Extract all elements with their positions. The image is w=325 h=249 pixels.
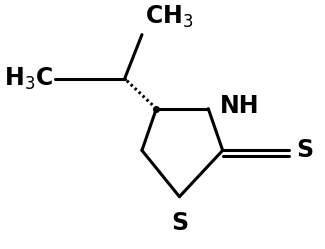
Text: H$_3$C: H$_3$C [4,65,53,92]
Text: S: S [296,138,313,162]
Text: S: S [171,211,188,235]
Text: NH: NH [220,94,259,118]
Text: CH$_3$: CH$_3$ [145,4,193,30]
